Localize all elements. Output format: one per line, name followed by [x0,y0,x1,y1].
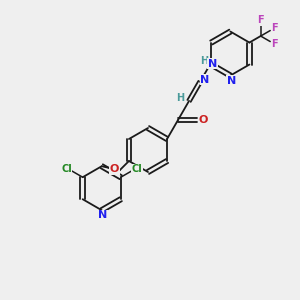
Text: F: F [271,39,278,49]
Text: Cl: Cl [131,164,142,174]
Text: N: N [200,75,210,85]
Text: F: F [257,15,264,25]
Text: N: N [227,76,236,85]
Text: F: F [271,23,278,33]
Text: O: O [110,164,119,174]
Text: N: N [98,210,107,220]
Text: O: O [198,115,207,125]
Text: H: H [200,56,208,66]
Text: Cl: Cl [61,164,72,174]
Text: H: H [176,93,184,103]
Text: N: N [208,58,217,69]
